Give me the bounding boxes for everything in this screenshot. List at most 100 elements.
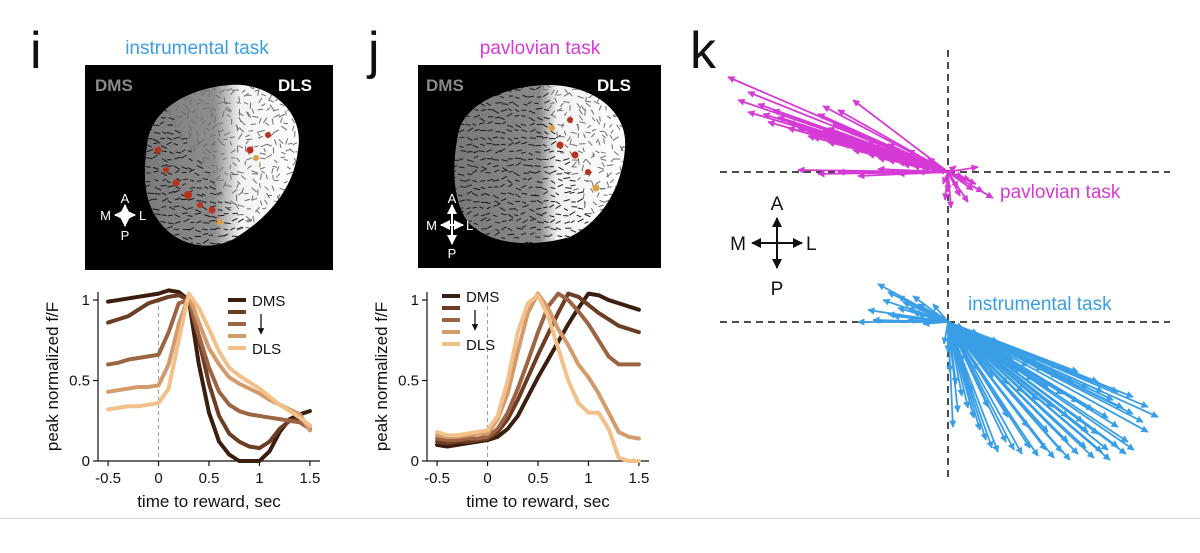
- texture-stroke: [220, 142, 226, 146]
- texture-stroke: [188, 132, 192, 140]
- y-axis-label: peak normalized f/F: [43, 302, 62, 451]
- texture-stroke: [196, 130, 200, 137]
- texture-stroke: [569, 139, 572, 146]
- texture-stroke: [608, 124, 613, 128]
- texture-stroke: [528, 186, 533, 189]
- texture-stroke: [161, 214, 167, 217]
- texture-stroke: [480, 217, 487, 222]
- texture-stroke: [252, 216, 255, 223]
- texture-stroke: [254, 145, 259, 148]
- texture-stroke: [535, 158, 543, 161]
- texture-stroke: [168, 117, 175, 121]
- texture-stroke: [231, 189, 238, 194]
- texture-stroke: [292, 142, 298, 146]
- texture-stroke: [169, 206, 176, 211]
- series-line-dms: [106, 288, 312, 463]
- vector-series-instrumental-task: [857, 283, 1159, 461]
- texture-stroke: [588, 94, 594, 99]
- texture-stroke: [218, 129, 224, 134]
- texture-stroke: [501, 175, 508, 180]
- texture-stroke: [499, 148, 506, 153]
- texture-stroke: [543, 235, 549, 237]
- texture-stroke: [261, 93, 267, 97]
- texture-stroke: [520, 232, 527, 236]
- texture-stroke: [599, 155, 607, 159]
- texture-stroke: [579, 121, 586, 124]
- texture-stroke: [189, 145, 192, 152]
- texture-stroke: [500, 117, 505, 121]
- texture-stroke: [554, 97, 558, 103]
- texture-stroke: [606, 172, 613, 178]
- texture-stroke: [251, 108, 255, 114]
- y-tick-label: 0.5: [398, 373, 419, 390]
- panel-i-compass: A P M L: [100, 191, 146, 243]
- texture-stroke: [486, 102, 491, 106]
- texture-stroke: [570, 229, 577, 233]
- texture-stroke: [560, 102, 564, 107]
- texture-stroke: [529, 164, 534, 168]
- texture-stroke: [167, 214, 173, 217]
- texture-stroke: [466, 136, 473, 142]
- texture-stroke: [457, 194, 463, 197]
- texture-stroke: [146, 157, 153, 160]
- texture-stroke: [507, 201, 514, 205]
- texture-stroke: [555, 227, 562, 231]
- texture-stroke: [528, 241, 534, 244]
- texture-stroke: [557, 178, 563, 182]
- texture-stroke: [182, 103, 189, 109]
- texture-stroke: [148, 137, 153, 140]
- texture-stroke: [173, 143, 179, 146]
- texture-stroke: [584, 100, 592, 103]
- texture-stroke: [480, 214, 486, 217]
- texture-stroke: [223, 131, 231, 136]
- texture-stroke: [222, 157, 227, 161]
- texture-stroke: [195, 229, 201, 233]
- texture-stroke: [506, 112, 513, 117]
- texture-stroke: [235, 124, 240, 130]
- texture-stroke: [466, 143, 473, 146]
- texture-stroke: [513, 236, 520, 239]
- texture-stroke: [471, 192, 478, 197]
- texture-stroke: [152, 124, 160, 127]
- texture-stroke: [499, 207, 506, 212]
- texture-stroke: [201, 200, 207, 204]
- texture-stroke: [550, 140, 557, 145]
- texture-stroke: [229, 141, 233, 146]
- texture-stroke: [577, 207, 584, 210]
- panel-j-dls-label: DLS: [597, 76, 631, 95]
- texture-stroke: [175, 220, 181, 224]
- texture-stroke: [222, 138, 228, 141]
- texture-stroke: [457, 173, 464, 176]
- texture-stroke: [501, 169, 508, 173]
- texture-stroke: [515, 193, 521, 198]
- texture-stroke: [474, 109, 479, 111]
- texture-stroke: [494, 169, 500, 173]
- texture-stroke: [292, 160, 297, 166]
- texture-stroke: [523, 103, 528, 106]
- texture-stroke: [607, 186, 612, 189]
- texture-stroke: [474, 128, 480, 132]
- texture-stroke: [194, 172, 200, 177]
- texture-stroke: [596, 192, 600, 198]
- texture-stroke: [173, 189, 180, 194]
- texture-stroke: [590, 187, 594, 193]
- vector-arrow: [947, 171, 974, 191]
- texture-stroke: [454, 176, 456, 180]
- texture-stroke: [226, 114, 231, 118]
- texture-stroke: [167, 222, 174, 225]
- texture-stroke: [516, 217, 522, 222]
- texture-stroke: [569, 179, 576, 182]
- texture-stroke: [154, 178, 159, 182]
- texture-stroke: [187, 150, 192, 153]
- vector-arrow: [932, 303, 949, 323]
- vector-arrow: [947, 321, 957, 428]
- texture-stroke: [224, 84, 227, 87]
- vector-arrow: [897, 306, 949, 323]
- texture-stroke: [265, 143, 272, 147]
- texture-stroke: [238, 133, 243, 140]
- texture-stroke: [513, 207, 518, 211]
- texture-stroke: [273, 159, 278, 164]
- x-tick-label: 1.5: [628, 470, 649, 487]
- texture-stroke: [259, 183, 261, 188]
- texture-stroke: [217, 101, 222, 104]
